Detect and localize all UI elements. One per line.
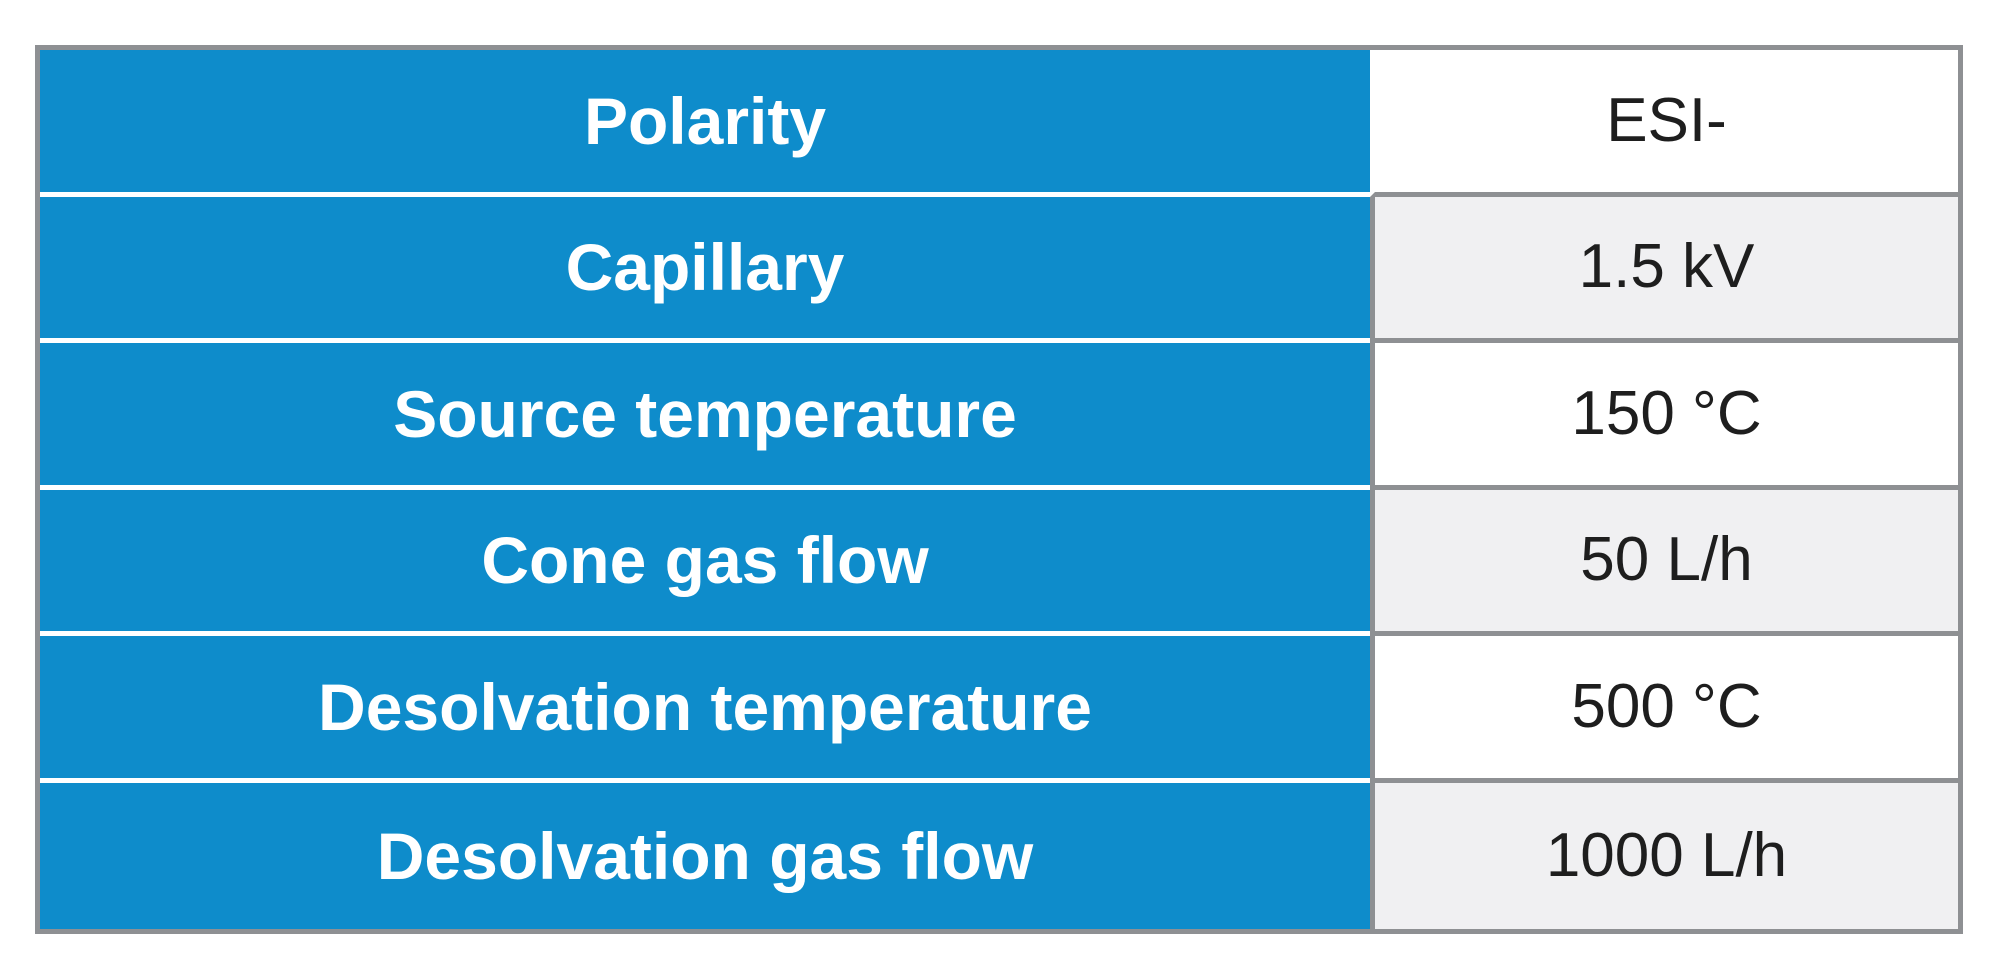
parameter-value-polarity: ESI- xyxy=(1370,50,1958,197)
parameter-label-desolvation-temperature: Desolvation temperature xyxy=(40,636,1370,783)
parameter-label-desolvation-gas-flow: Desolvation gas flow xyxy=(40,782,1370,929)
parameter-value-desolvation-temperature: 500 °C xyxy=(1370,636,1958,783)
parameter-label-polarity: Polarity xyxy=(40,50,1370,197)
parameter-value-capillary: 1.5 kV xyxy=(1370,196,1958,343)
ms-source-parameters-table: Polarity ESI- Capillary 1.5 kV Source te… xyxy=(35,45,1963,934)
parameter-value-cone-gas-flow: 50 L/h xyxy=(1370,489,1958,636)
parameter-label-source-temperature: Source temperature xyxy=(40,343,1370,490)
parameter-value-desolvation-gas-flow: 1000 L/h xyxy=(1370,782,1958,929)
parameter-label-cone-gas-flow: Cone gas flow xyxy=(40,489,1370,636)
parameter-value-source-temperature: 150 °C xyxy=(1370,343,1958,490)
parameter-label-capillary: Capillary xyxy=(40,196,1370,343)
